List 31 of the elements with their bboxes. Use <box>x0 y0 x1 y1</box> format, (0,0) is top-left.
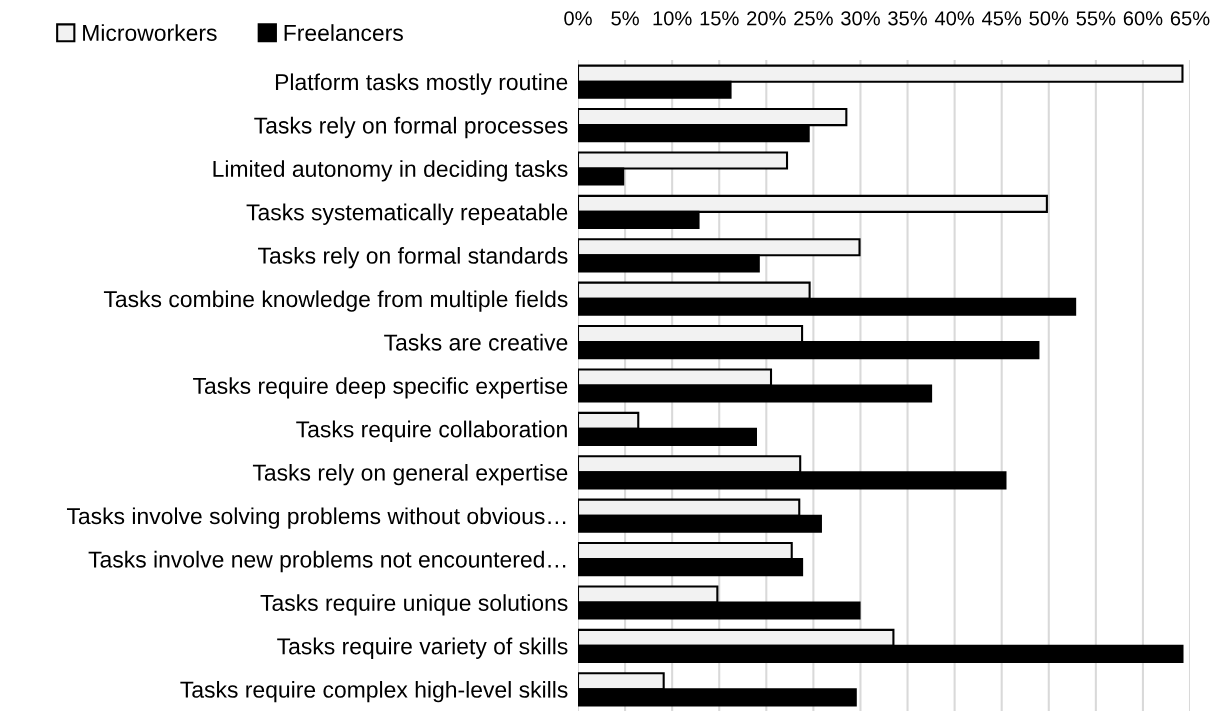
y-tick-label: Tasks rely on formal processes <box>254 116 568 139</box>
x-tick-label: 15% <box>700 11 739 26</box>
y-tick-label: Tasks combine knowledge from multiple fields <box>103 290 568 312</box>
y-tick-label: Tasks require deep specific expertise <box>193 377 568 399</box>
x-tick-label: 5% <box>611 11 639 26</box>
legend-label: Microworkers <box>83 24 217 42</box>
y-tick-label: Tasks involve new problems not encountered… <box>88 550 566 573</box>
y-tick-label: Tasks require unique solutions <box>260 594 568 616</box>
y-tick-label: Tasks systematically repeatable <box>246 203 568 225</box>
x-tick-label: 60% <box>1123 11 1163 26</box>
x-tick-label: 25% <box>794 11 833 26</box>
x-tick-label: 20% <box>747 11 786 26</box>
y-tick-label: Tasks involve solving problems without obvious… <box>66 507 566 529</box>
y-tick-label: Tasks rely on general expertise <box>252 464 568 486</box>
y-tick-label: Platform tasks mostly routine <box>275 73 568 95</box>
y-tick-label: Tasks require collaboration <box>296 420 567 442</box>
legend-label: Freelancers <box>284 24 403 42</box>
y-tick-label: Tasks rely on formal standards <box>258 247 568 269</box>
y-tick-label: Tasks are creative <box>384 333 568 351</box>
x-tick-label: 50% <box>1029 11 1069 26</box>
x-tick-label: 10% <box>653 11 692 26</box>
x-tick-label: 45% <box>982 11 1022 26</box>
x-tick-label: 0% <box>564 11 592 26</box>
y-tick-label: Limited autonomy in deciding tasks <box>213 160 568 182</box>
y-tick-label: Tasks require complex high-level skills <box>180 681 568 703</box>
x-tick-label: 55% <box>1076 11 1116 26</box>
x-tick-label: 40% <box>934 11 975 26</box>
x-tick-label: 35% <box>888 11 927 26</box>
y-tick-label: Tasks require variety of skills <box>277 637 568 659</box>
x-tick-label: 65% <box>1170 11 1210 26</box>
x-tick-label: 30% <box>841 11 880 26</box>
